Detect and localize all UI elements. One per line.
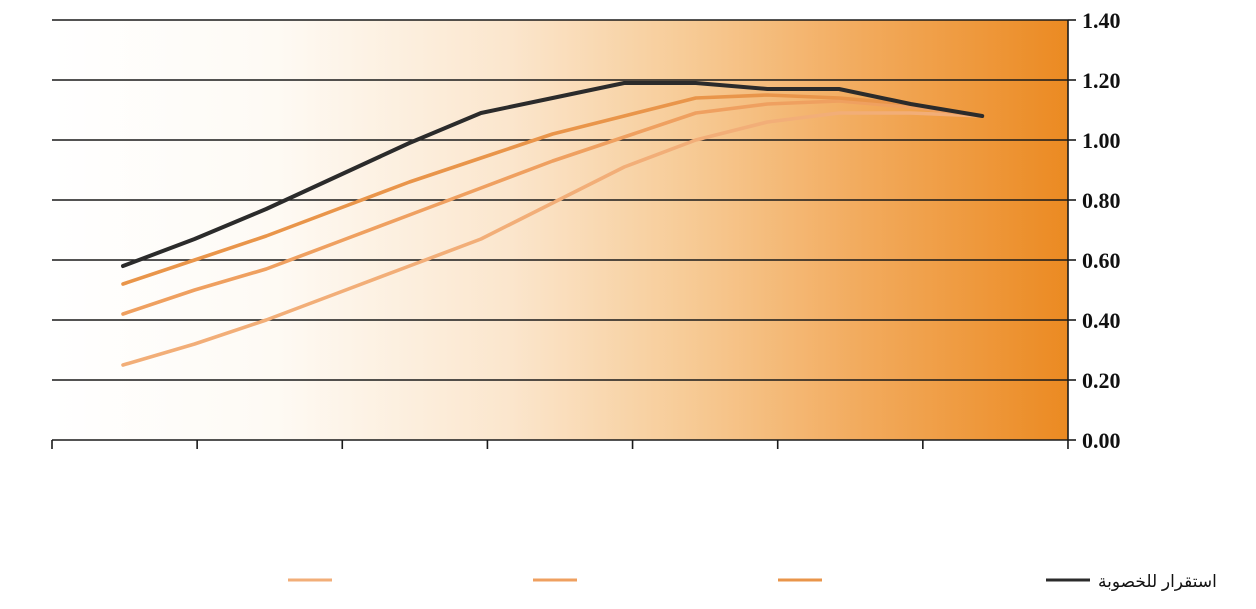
x-axis-ticks bbox=[51, 440, 1069, 449]
plot-area-background bbox=[52, 20, 1068, 440]
series-line-4 bbox=[121, 111, 985, 367]
series-lines bbox=[121, 81, 985, 367]
y-tick-label: 1.00 bbox=[1082, 128, 1121, 153]
y-tick-label: 1.40 bbox=[1082, 8, 1121, 33]
y-tick-label: 0.60 bbox=[1082, 248, 1121, 273]
y-tick-label: 0.40 bbox=[1082, 308, 1121, 333]
series-line-2 bbox=[121, 93, 985, 286]
series-line-1 bbox=[121, 81, 985, 268]
axes bbox=[52, 20, 1069, 441]
legend: استقرار للخصوبة bbox=[288, 572, 1217, 591]
y-tick-label: 0.00 bbox=[1082, 428, 1121, 453]
y-axis-ticks: 0.00 0.20 0.40 0.60 0.80 1.00 1.20 1.40 bbox=[1068, 8, 1121, 453]
gridlines bbox=[52, 19, 1068, 381]
y-tick-label: 0.20 bbox=[1082, 368, 1121, 393]
y-tick-label: 1.20 bbox=[1082, 68, 1121, 93]
y-tick-label: 0.80 bbox=[1082, 188, 1121, 213]
series-line-3 bbox=[121, 99, 985, 316]
legend-label: استقرار للخصوبة bbox=[1098, 572, 1217, 591]
